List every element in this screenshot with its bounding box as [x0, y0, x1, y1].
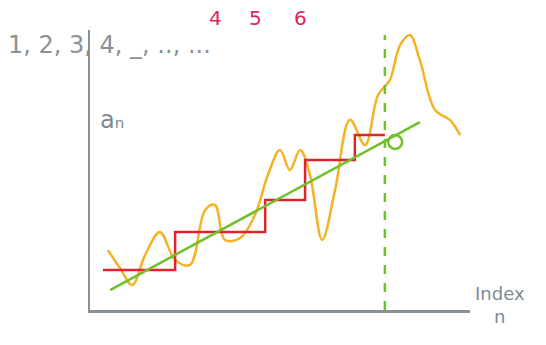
svg-text:4: 4	[209, 6, 222, 30]
svg-text:6: 6	[294, 6, 307, 30]
svg-text:1, 2, 3, 4, _, .., ...: 1, 2, 3, 4, _, .., ...	[8, 31, 211, 59]
svg-text:aₙ: aₙ	[100, 106, 124, 134]
svg-text:5: 5	[249, 6, 262, 30]
svg-text:Indexn: Indexn	[475, 283, 525, 327]
